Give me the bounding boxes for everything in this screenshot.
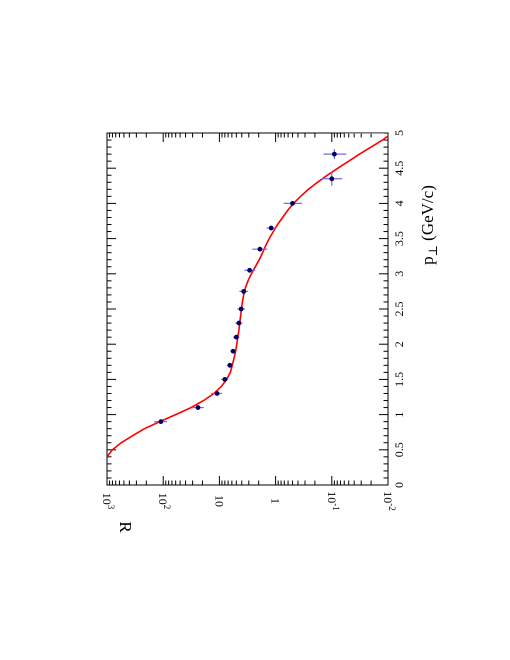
y-tick-exponent: -1 xyxy=(331,503,341,511)
x-tick-label: 3.5 xyxy=(392,231,406,246)
data-point xyxy=(191,405,204,410)
point-marker xyxy=(222,377,228,382)
point-marker xyxy=(195,405,201,410)
x-tick-label: 3 xyxy=(392,271,406,277)
x-axis-title-subscript: ⊥ xyxy=(426,245,440,256)
y-tick-exponent: 2 xyxy=(162,505,172,510)
ticks xyxy=(106,132,389,486)
point-marker xyxy=(241,289,247,294)
x-tick-label: 2 xyxy=(392,341,406,347)
data-point xyxy=(230,348,236,354)
data-point xyxy=(237,306,246,312)
x-axis-title: p⊥ (GeV/c) xyxy=(418,185,440,265)
data-point xyxy=(266,225,276,231)
point-marker xyxy=(257,246,263,252)
y-tick-exponent: 3 xyxy=(106,505,116,510)
x-tick-label: 0.5 xyxy=(392,442,406,457)
point-marker xyxy=(236,320,242,326)
point-marker xyxy=(158,419,164,425)
data-point xyxy=(235,320,243,326)
y-tick-label: 10-2 xyxy=(381,491,397,511)
x-axis-title-units: (GeV/c) xyxy=(418,185,437,245)
point-marker xyxy=(230,348,236,354)
data-point xyxy=(239,289,248,294)
point-marker xyxy=(331,151,337,157)
data-point xyxy=(244,267,256,273)
y-axis-title: R xyxy=(116,521,135,533)
y-tick-exponent: -2 xyxy=(387,503,397,511)
x-tick-label: 5 xyxy=(392,130,406,136)
y-tick-label: 103 xyxy=(100,493,116,510)
y-tick-label: 102 xyxy=(156,493,172,510)
point-marker xyxy=(238,306,244,312)
data-point xyxy=(221,377,229,382)
data-points xyxy=(154,133,384,425)
y-tick-label: 10-1 xyxy=(325,491,341,511)
data-point xyxy=(323,149,347,160)
point-marker xyxy=(214,391,220,396)
point-marker xyxy=(290,201,295,206)
fit-curve xyxy=(107,135,388,458)
x-axis-title-main: p xyxy=(418,256,437,265)
data-point xyxy=(321,171,343,186)
data-point xyxy=(283,201,302,206)
x-tick-label: 2.5 xyxy=(392,302,406,317)
point-marker xyxy=(247,267,253,273)
data-point xyxy=(211,391,222,396)
x-tick-label: 4 xyxy=(392,200,406,206)
data-point xyxy=(233,334,240,340)
y-tick-label: 10 xyxy=(212,495,226,507)
point-marker xyxy=(227,362,233,368)
point-marker xyxy=(329,176,335,182)
x-tick-label: 1 xyxy=(392,412,406,418)
data-point xyxy=(226,362,233,368)
data-point xyxy=(154,419,168,425)
x-tick-label: 0 xyxy=(392,482,406,488)
x-tick-label: 4.5 xyxy=(392,161,406,176)
point-marker xyxy=(233,334,239,340)
plot-frame xyxy=(106,132,389,486)
x-tick-label: 1.5 xyxy=(392,372,406,387)
point-marker xyxy=(268,225,274,231)
data-point xyxy=(252,246,268,252)
y-tick-label: 1 xyxy=(269,498,283,504)
